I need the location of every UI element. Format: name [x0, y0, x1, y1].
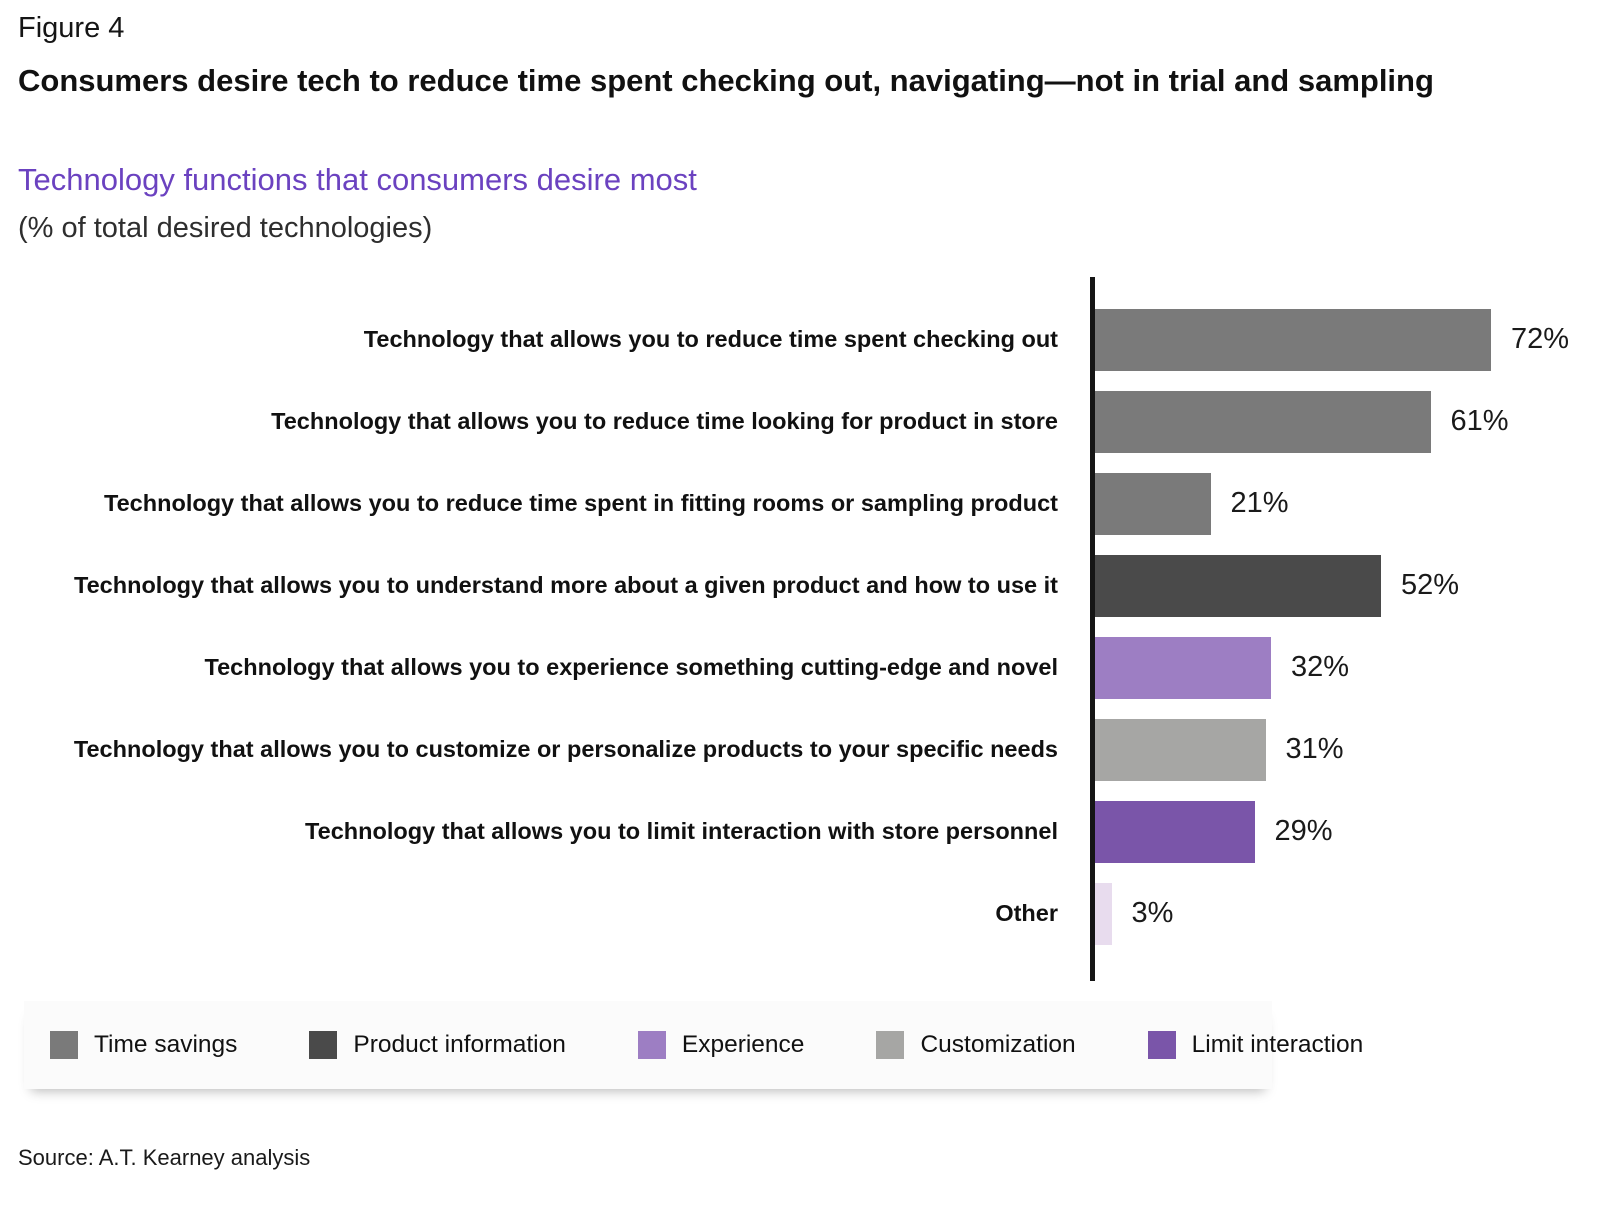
bar-plot-area: 52% — [1095, 554, 1460, 617]
bar — [1095, 472, 1211, 535]
legend-item: Product information — [309, 1030, 566, 1059]
value-label: 21% — [1230, 487, 1289, 520]
bar-row: Technology that allows you to understand… — [18, 545, 1600, 627]
bar-plot-area: 29% — [1095, 800, 1333, 863]
bar — [1095, 390, 1431, 453]
legend-item: Experience — [637, 1030, 805, 1059]
legend-label: Experience — [681, 1030, 805, 1058]
bar-plot-area: 72% — [1095, 308, 1570, 371]
value-label: 61% — [1450, 405, 1509, 438]
category-label: Technology that allows you to reduce tim… — [363, 326, 1058, 353]
chart-unit-note: (% of total desired technologies) — [18, 211, 433, 244]
figure-title: Consumers desire tech to reduce time spe… — [18, 63, 1434, 98]
bar-plot-area: 3% — [1095, 882, 1174, 945]
figure-label: Figure 4 — [18, 12, 125, 44]
category-label: Technology that allows you to understand… — [73, 572, 1058, 599]
legend-label: Customization — [920, 1030, 1076, 1058]
legend-swatch — [637, 1030, 666, 1059]
bar — [1095, 308, 1491, 371]
bar-plot-area: 31% — [1095, 718, 1344, 781]
value-label: 3% — [1131, 897, 1174, 930]
bar-row: Technology that allows you to limit inte… — [18, 791, 1600, 873]
bar-chart: Technology that allows you to reduce tim… — [18, 276, 1600, 981]
bar-row: Technology that allows you to customize … — [18, 709, 1600, 791]
legend-label: Limit interaction — [1191, 1030, 1364, 1058]
bar — [1095, 718, 1266, 781]
bar-rows: Technology that allows you to reduce tim… — [18, 299, 1600, 955]
value-label: 31% — [1285, 733, 1344, 766]
value-label: 32% — [1291, 651, 1350, 684]
source-note: Source: A.T. Kearney analysis — [18, 1144, 311, 1170]
bar — [1095, 800, 1255, 863]
figure-page: Figure 4 Consumers desire tech to reduce… — [18, 12, 1600, 1170]
bar-plot-area: 21% — [1095, 472, 1289, 535]
y-axis-line — [1090, 276, 1095, 981]
bar-row: Other 3% — [18, 873, 1600, 955]
bar — [1095, 882, 1112, 945]
category-label: Technology that allows you to reduce tim… — [271, 408, 1058, 435]
category-label: Technology that allows you to experience… — [204, 654, 1058, 681]
legend-item: Limit interaction — [1147, 1030, 1364, 1059]
bar-plot-area: 32% — [1095, 636, 1350, 699]
chart-subtitle: Technology functions that consumers desi… — [18, 161, 697, 197]
value-label: 52% — [1401, 569, 1460, 602]
category-label: Technology that allows you to limit inte… — [305, 818, 1058, 845]
legend-swatch — [1147, 1030, 1176, 1059]
bar — [1095, 636, 1271, 699]
bar-row: Technology that allows you to reduce tim… — [18, 299, 1600, 381]
value-label: 29% — [1274, 815, 1333, 848]
bar-plot-area: 61% — [1095, 390, 1509, 453]
legend: Time savings Product information Experienc… — [24, 1000, 1363, 1089]
legend-label: Time savings — [94, 1030, 238, 1058]
legend-swatch — [309, 1030, 338, 1059]
legend-item: Customization — [876, 1030, 1076, 1059]
category-label: Technology that allows you to reduce tim… — [104, 490, 1058, 517]
legend-item: Time savings — [50, 1030, 238, 1059]
value-label: 72% — [1511, 323, 1570, 356]
legend-swatch — [50, 1030, 78, 1059]
bar-row: Technology that allows you to reduce tim… — [18, 381, 1600, 463]
category-label: Technology that allows you to customize … — [73, 736, 1058, 763]
legend-label: Product information — [353, 1030, 566, 1058]
bar-row: Technology that allows you to experience… — [18, 627, 1600, 709]
bar-row: Technology that allows you to reduce tim… — [18, 463, 1600, 545]
category-label: Other — [995, 900, 1058, 927]
bar — [1095, 554, 1381, 617]
legend-swatch — [876, 1030, 905, 1059]
